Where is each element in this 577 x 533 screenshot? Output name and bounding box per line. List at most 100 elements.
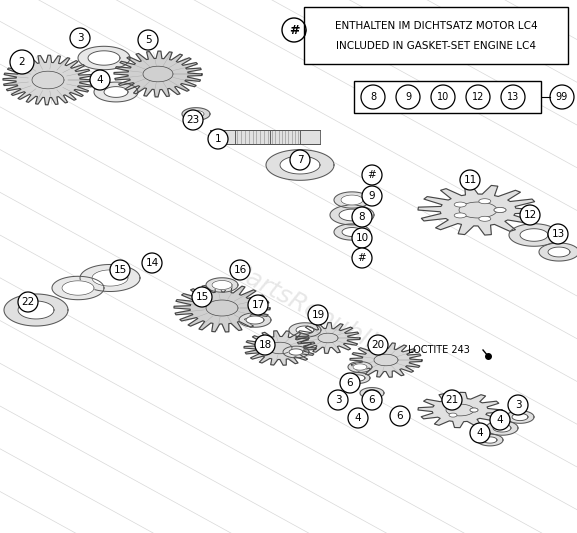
Circle shape xyxy=(460,170,480,190)
Circle shape xyxy=(362,390,382,410)
Text: 3: 3 xyxy=(77,33,83,43)
Polygon shape xyxy=(365,390,379,396)
Polygon shape xyxy=(283,346,309,358)
Circle shape xyxy=(183,110,203,130)
Circle shape xyxy=(490,410,510,430)
Text: 9: 9 xyxy=(369,191,375,201)
Polygon shape xyxy=(296,322,360,353)
Circle shape xyxy=(520,205,540,225)
Polygon shape xyxy=(418,392,502,427)
Text: 15: 15 xyxy=(196,292,209,302)
Polygon shape xyxy=(296,326,314,334)
Polygon shape xyxy=(78,46,130,70)
Ellipse shape xyxy=(494,207,506,213)
Polygon shape xyxy=(486,421,518,435)
Text: 99: 99 xyxy=(556,92,568,102)
Polygon shape xyxy=(334,192,370,208)
Text: 13: 13 xyxy=(552,229,565,239)
Ellipse shape xyxy=(494,207,506,213)
FancyBboxPatch shape xyxy=(210,130,235,144)
Circle shape xyxy=(142,253,162,273)
Circle shape xyxy=(255,335,275,355)
Text: 12: 12 xyxy=(472,92,484,102)
Ellipse shape xyxy=(479,199,491,204)
Text: LOCTITE 243: LOCTITE 243 xyxy=(408,345,470,355)
Circle shape xyxy=(352,228,372,248)
Text: 3: 3 xyxy=(515,400,521,410)
Text: 4: 4 xyxy=(477,428,484,438)
Polygon shape xyxy=(520,229,548,241)
Polygon shape xyxy=(348,361,372,373)
Polygon shape xyxy=(346,373,370,383)
Text: 6: 6 xyxy=(347,378,353,388)
Ellipse shape xyxy=(454,213,466,218)
Polygon shape xyxy=(289,349,303,355)
Polygon shape xyxy=(418,185,538,235)
Text: #: # xyxy=(358,253,366,263)
Text: 10: 10 xyxy=(355,233,369,243)
Polygon shape xyxy=(506,411,534,423)
Polygon shape xyxy=(266,150,334,180)
Circle shape xyxy=(308,305,328,325)
Circle shape xyxy=(230,260,250,280)
Text: 19: 19 xyxy=(312,310,325,320)
FancyBboxPatch shape xyxy=(235,130,270,144)
Polygon shape xyxy=(548,247,570,257)
Polygon shape xyxy=(18,301,54,319)
FancyBboxPatch shape xyxy=(304,7,568,64)
Text: 8: 8 xyxy=(359,212,365,222)
Circle shape xyxy=(138,30,158,50)
Text: 10: 10 xyxy=(437,92,449,102)
Polygon shape xyxy=(88,51,120,65)
Circle shape xyxy=(340,373,360,393)
Polygon shape xyxy=(360,387,384,398)
Circle shape xyxy=(192,287,212,307)
Circle shape xyxy=(470,423,490,443)
Text: 18: 18 xyxy=(258,340,272,350)
Polygon shape xyxy=(539,243,577,261)
Polygon shape xyxy=(509,224,559,246)
Circle shape xyxy=(70,28,90,48)
Circle shape xyxy=(390,406,410,426)
Ellipse shape xyxy=(449,403,457,407)
Polygon shape xyxy=(483,437,497,443)
Text: 4: 4 xyxy=(97,75,103,85)
Text: 7: 7 xyxy=(297,155,304,165)
Polygon shape xyxy=(493,424,511,432)
Text: 14: 14 xyxy=(145,258,159,268)
Polygon shape xyxy=(94,82,138,102)
Circle shape xyxy=(368,335,388,355)
Circle shape xyxy=(248,295,268,315)
Text: 1: 1 xyxy=(215,134,222,144)
Circle shape xyxy=(10,50,34,74)
Text: 3: 3 xyxy=(335,395,342,405)
Text: PartsRepublik: PartsRepublik xyxy=(228,259,392,361)
Polygon shape xyxy=(80,264,140,292)
Text: 9: 9 xyxy=(405,92,411,102)
Polygon shape xyxy=(114,51,202,97)
Polygon shape xyxy=(182,108,210,120)
Polygon shape xyxy=(334,224,370,240)
Polygon shape xyxy=(342,228,362,237)
Text: 8: 8 xyxy=(370,92,376,102)
Text: #: # xyxy=(368,170,376,180)
FancyBboxPatch shape xyxy=(354,81,541,113)
Polygon shape xyxy=(174,284,270,332)
Text: 4: 4 xyxy=(355,413,361,423)
Circle shape xyxy=(362,186,382,206)
Text: 6: 6 xyxy=(369,395,375,405)
Circle shape xyxy=(90,70,110,90)
Text: 17: 17 xyxy=(252,300,265,310)
Ellipse shape xyxy=(470,408,478,412)
Polygon shape xyxy=(339,209,365,221)
Circle shape xyxy=(290,150,310,170)
Text: 23: 23 xyxy=(186,115,200,125)
Polygon shape xyxy=(212,280,232,289)
Text: 13: 13 xyxy=(507,92,519,102)
Text: 2: 2 xyxy=(18,57,25,67)
Polygon shape xyxy=(246,316,264,324)
Polygon shape xyxy=(477,434,503,446)
Text: 22: 22 xyxy=(21,297,35,307)
Text: 21: 21 xyxy=(445,395,459,405)
Ellipse shape xyxy=(454,202,466,207)
